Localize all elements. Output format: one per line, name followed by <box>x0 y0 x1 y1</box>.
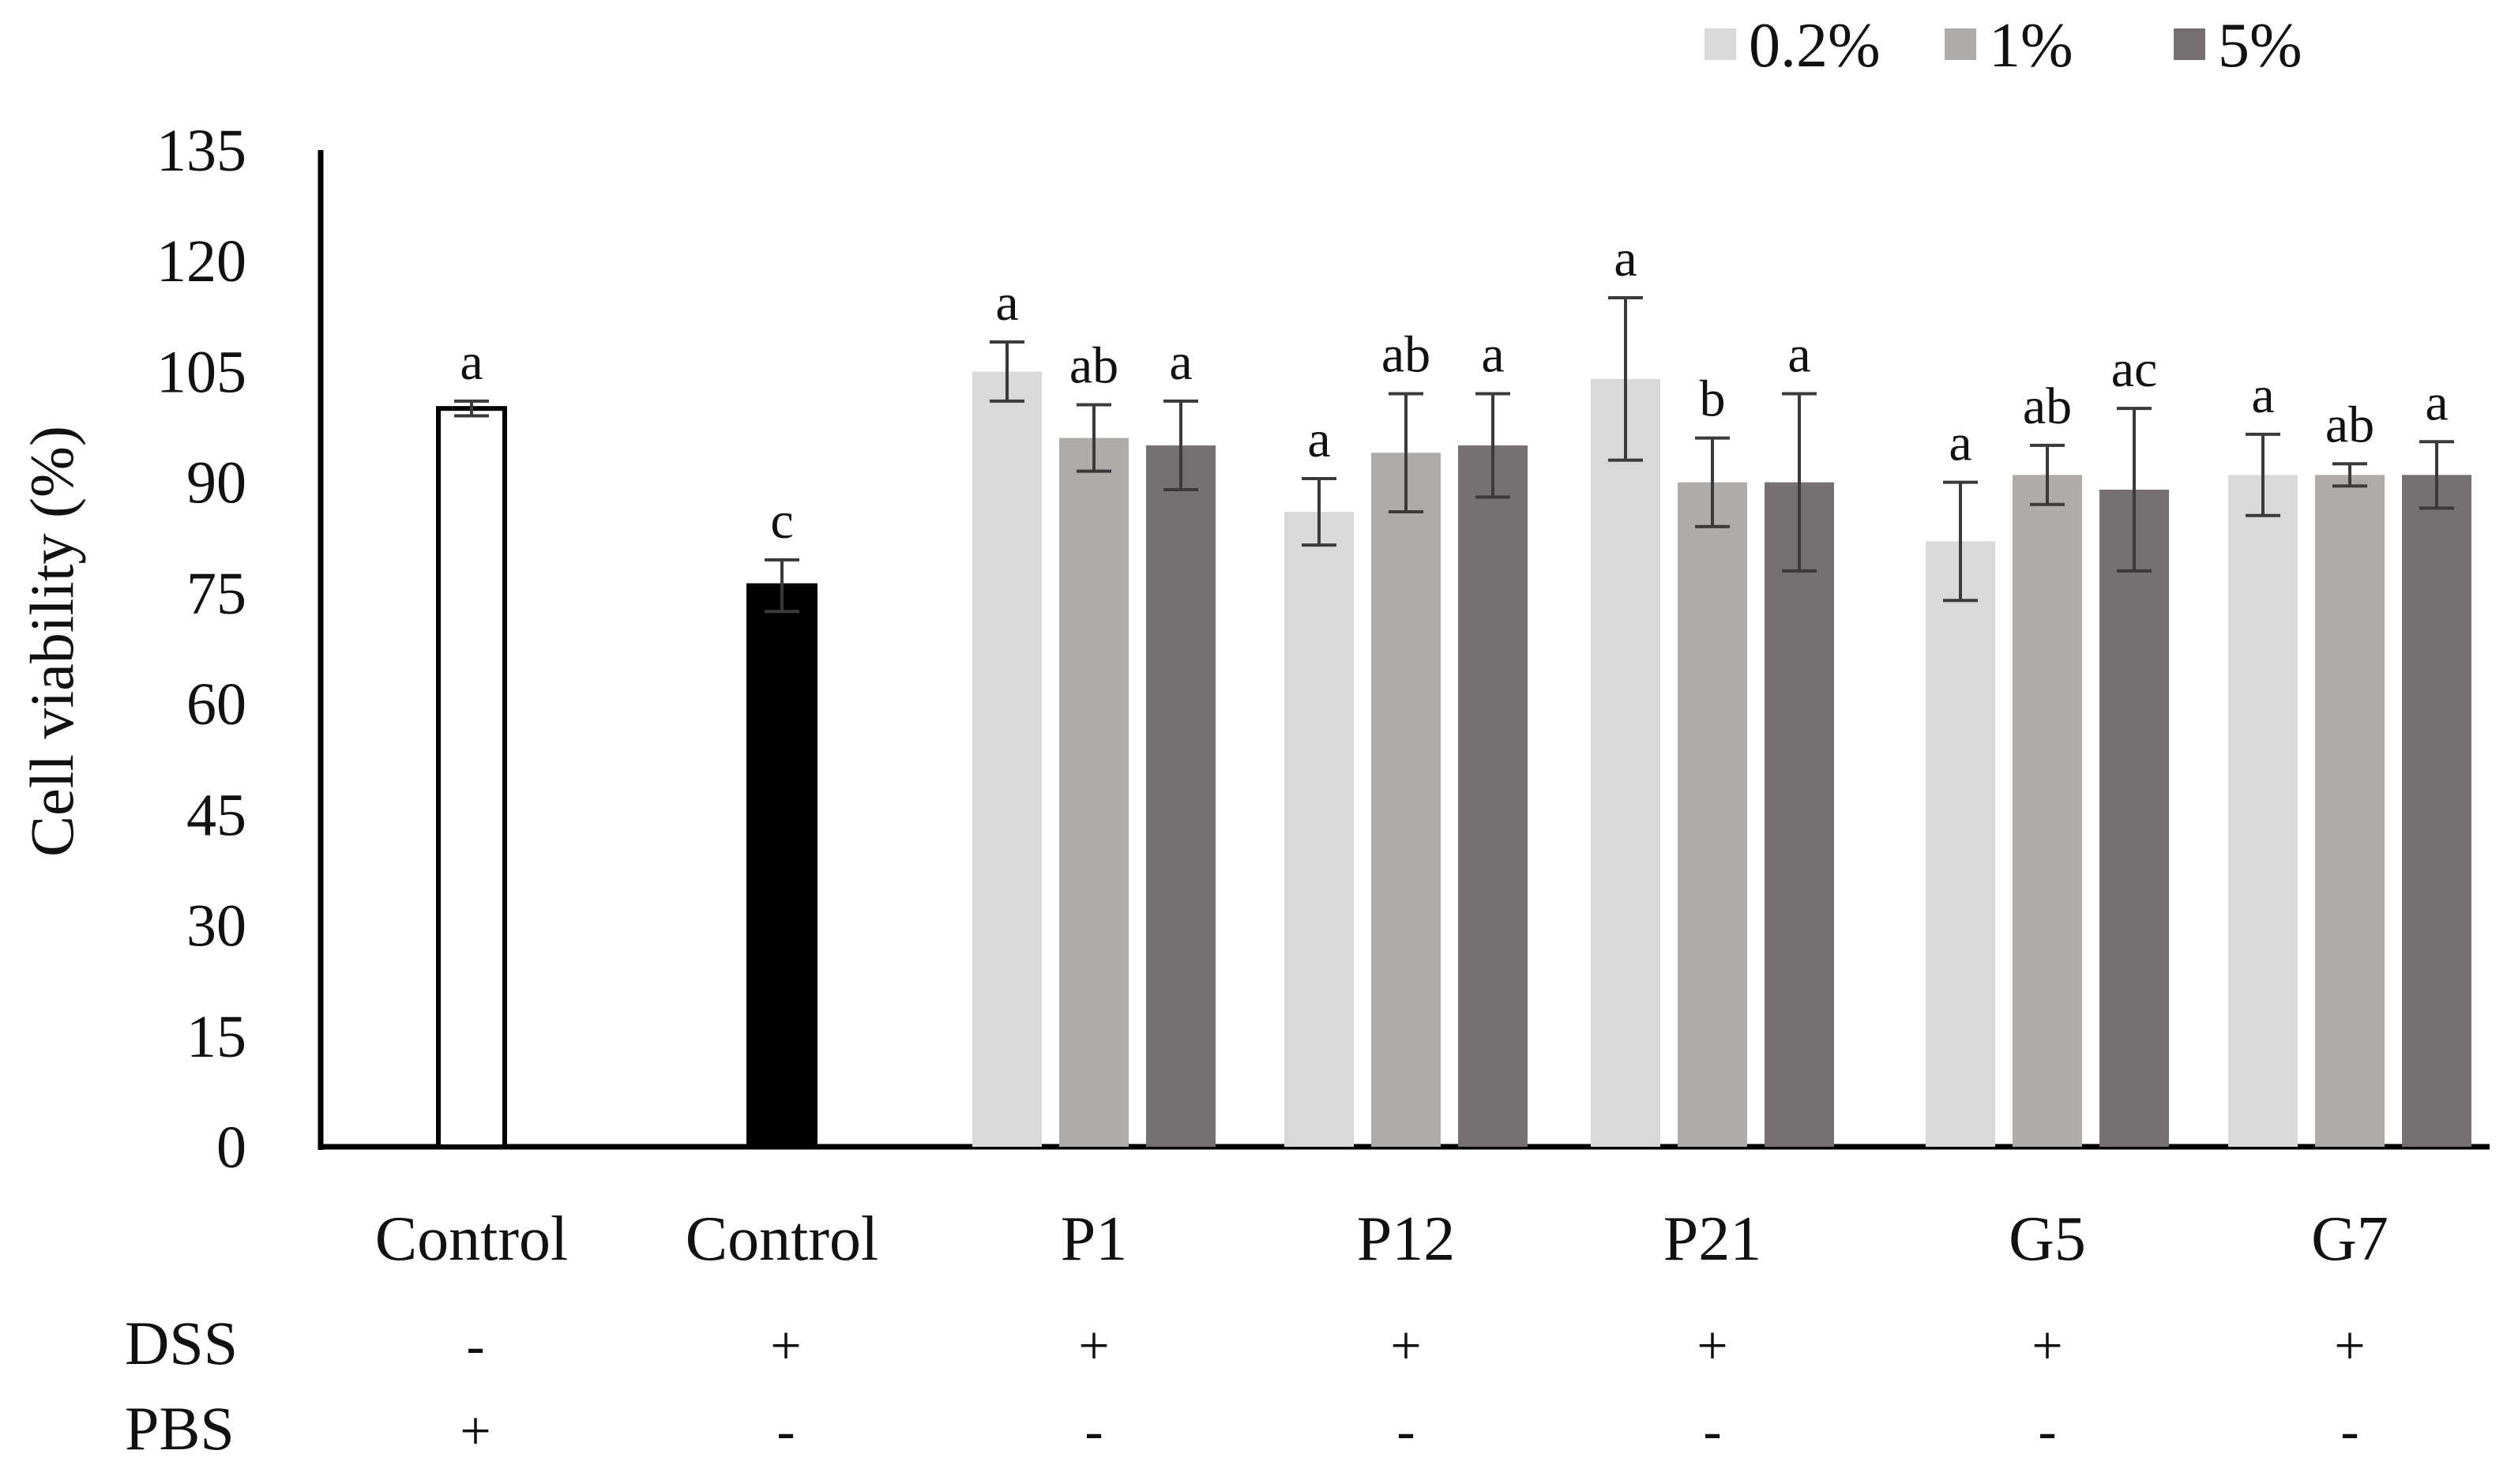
g5-0_2pct-significance-label: a <box>1949 415 1971 472</box>
treatment-mark: + <box>770 1316 801 1377</box>
x-tick-label: P12 <box>1357 1204 1456 1274</box>
legend: 0.2% 1% 5% <box>1705 11 2302 81</box>
treatment-mark: + <box>460 1401 490 1462</box>
x-tick-label: Control <box>375 1204 568 1274</box>
y-tick-label: 0 <box>216 1114 246 1181</box>
p21-0_2pct-significance-label: a <box>1614 230 1637 287</box>
y-tick-label: 45 <box>186 782 246 848</box>
y-axis-label: Cell viability (%) <box>17 426 86 857</box>
treatment-mark: - <box>1703 1401 1721 1462</box>
treatment-mark: - <box>1396 1401 1415 1462</box>
p21-5pct-bar <box>1765 482 1834 1147</box>
g7-0_2pct-bar <box>2228 475 2298 1147</box>
x-tick-label: G7 <box>2311 1204 2389 1274</box>
treatment-mark: - <box>2340 1401 2359 1462</box>
treatment-mark: + <box>2032 1316 2062 1377</box>
legend-label: 5% <box>2218 11 2302 81</box>
control-2-bar <box>746 583 818 1149</box>
legend-label: 1% <box>1989 11 2073 81</box>
treatment-mark: - <box>2038 1401 2056 1462</box>
control-2-significance-label: c <box>770 492 793 550</box>
p1-1pct-bar <box>1059 438 1129 1147</box>
p21-0_2pct-bar <box>1591 378 1660 1147</box>
category-labels: Control Control P1 P12 P21 G5 G7 <box>375 1204 2389 1274</box>
g7-5pct-bar <box>2402 475 2471 1147</box>
g5-0_2pct-bar <box>1926 541 1995 1147</box>
legend-swatch <box>1705 28 1736 60</box>
legend-label: 0.2% <box>1749 11 1881 81</box>
y-tick-label: 75 <box>186 561 246 627</box>
y-tick-label: 30 <box>186 893 246 960</box>
treatment-mark: - <box>466 1316 484 1377</box>
p12-0_2pct-significance-label: a <box>1307 411 1330 468</box>
y-tick-label: 120 <box>156 228 246 295</box>
p12-0_2pct-bar <box>1284 512 1354 1147</box>
x-tick-label: G5 <box>2009 1204 2086 1274</box>
p12-5pct-bar <box>1458 445 1528 1147</box>
g7-1pct-bar <box>2315 475 2385 1147</box>
x-tick-label: P21 <box>1663 1204 1762 1274</box>
g7-0_2pct-significance-label: a <box>2251 366 2274 424</box>
treatment-mark: + <box>1697 1316 1727 1377</box>
p1-0_2pct-bar <box>972 371 1042 1147</box>
treatment-mark: + <box>1390 1316 1421 1377</box>
treatment-row-label: PBS <box>125 1394 235 1463</box>
y-tick-label: 60 <box>186 671 246 738</box>
p21-5pct-significance-label: a <box>1787 325 1810 383</box>
y-tick-label: 105 <box>156 339 246 405</box>
g5-5pct-bar <box>2099 490 2169 1147</box>
treatment-mark: - <box>1084 1401 1103 1462</box>
legend-swatch <box>2174 28 2205 60</box>
g7-1pct-significance-label: ab <box>2325 396 2374 453</box>
p1-5pct-bar <box>1146 445 1216 1147</box>
control-1-bar <box>436 406 507 1149</box>
p1-1pct-significance-label: ab <box>1069 337 1118 395</box>
p1-5pct-significance-label: a <box>1169 333 1192 391</box>
treatment-table: DSS - + + + + + + PBS + - - - - - - <box>125 1309 2366 1463</box>
y-tick-label: 90 <box>186 450 246 517</box>
g7-5pct-significance-label: a <box>2425 374 2448 431</box>
y-tick-label: 135 <box>156 118 246 184</box>
treatment-mark: + <box>2334 1316 2365 1377</box>
p21-1pct-bar <box>1678 482 1747 1147</box>
p1-0_2pct-significance-label: a <box>995 274 1018 332</box>
treatment-row-label: DSS <box>125 1309 238 1377</box>
control-1-significance-label: a <box>460 333 483 391</box>
legend-swatch <box>1945 28 1976 60</box>
p12-1pct-significance-label: ab <box>1381 325 1430 383</box>
p12-5pct-significance-label: a <box>1481 325 1504 383</box>
y-tick-label: 15 <box>186 1004 246 1070</box>
p12-1pct-bar <box>1371 453 1441 1147</box>
x-tick-label: Control <box>686 1204 878 1274</box>
g5-5pct-significance-label: ac <box>2111 340 2158 398</box>
g5-1pct-significance-label: ab <box>2023 378 2072 435</box>
g5-1pct-bar <box>2013 475 2082 1147</box>
treatment-mark: - <box>776 1401 795 1462</box>
treatment-mark: + <box>1078 1316 1109 1377</box>
x-tick-label: P1 <box>1061 1204 1128 1274</box>
p21-1pct-significance-label: b <box>1700 370 1726 428</box>
